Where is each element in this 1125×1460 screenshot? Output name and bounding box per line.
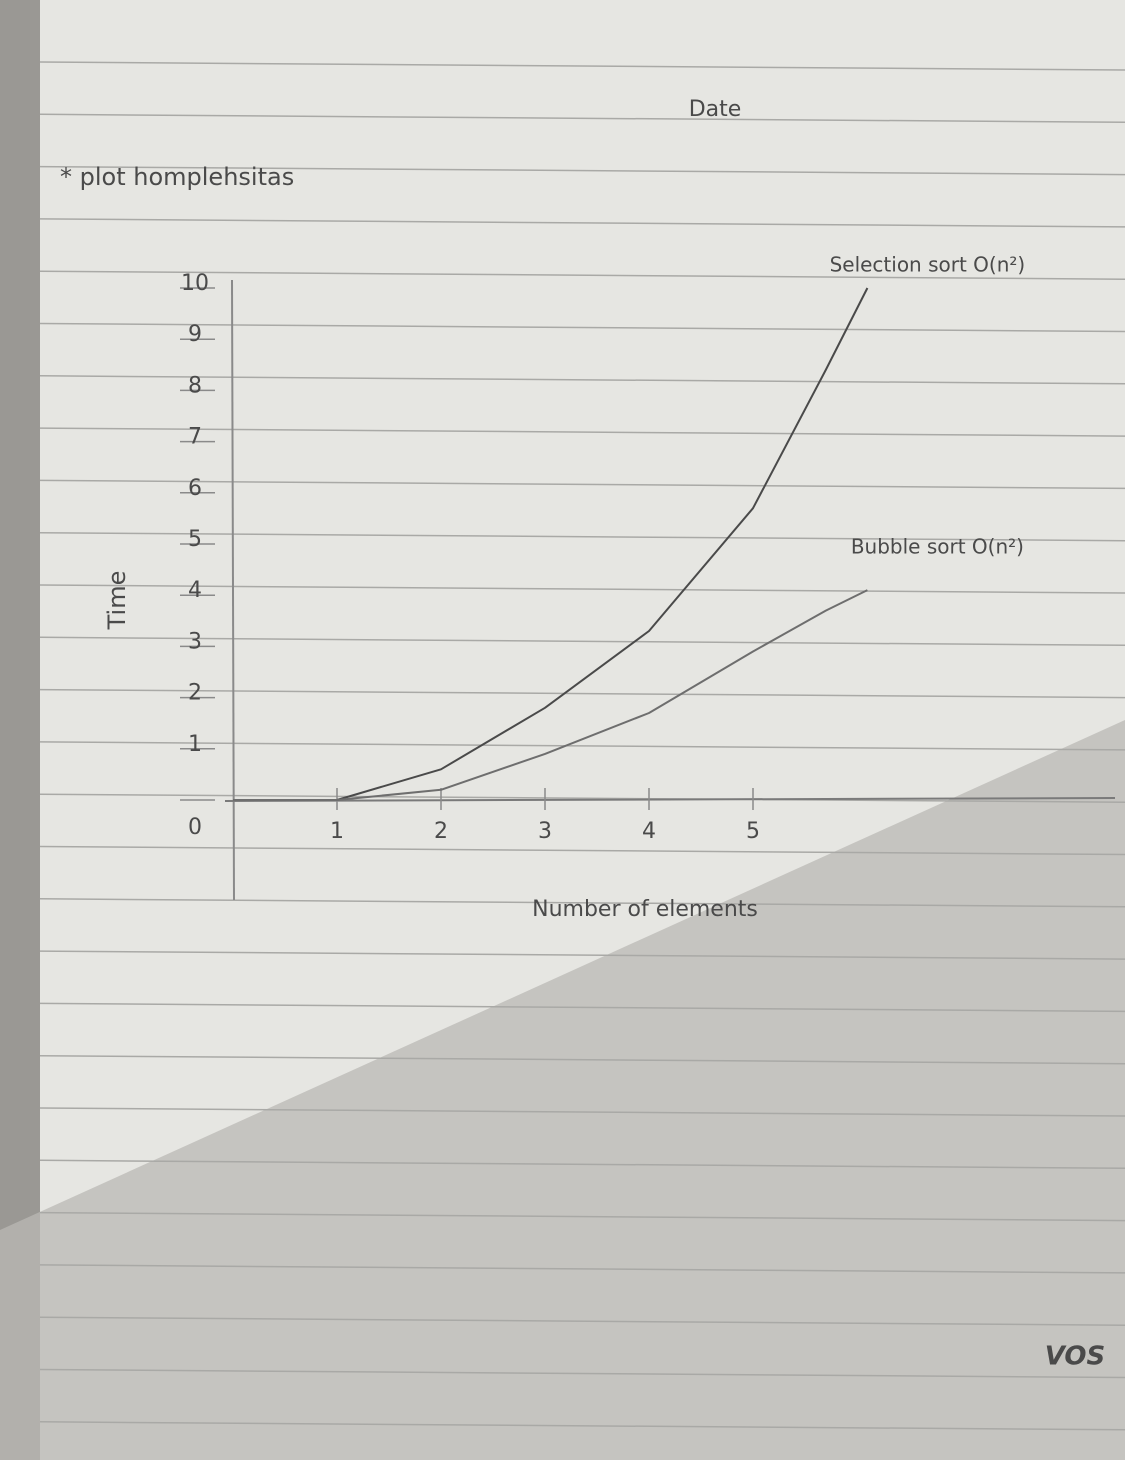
ruled-line — [39, 1211, 1125, 1222]
series-label: Selection sort O(n²) — [830, 253, 1026, 277]
series-line — [233, 589, 868, 801]
ruled-line — [39, 1264, 1125, 1274]
y-tick-label: 3 — [188, 629, 202, 654]
y-tick-label: 1 — [188, 732, 202, 757]
ruled-line — [39, 479, 1125, 490]
ruled-line — [39, 531, 1125, 542]
ruled-line — [39, 793, 1125, 803]
date-label: Date — [689, 97, 742, 122]
x-tick-label: 4 — [642, 819, 656, 844]
x-tick-label: 5 — [746, 819, 760, 844]
y-tick-label: 6 — [188, 476, 202, 501]
chart-title: * plot homplehsitas — [60, 163, 294, 191]
x-axis — [224, 797, 1116, 802]
ruled-line — [39, 218, 1125, 228]
ruled-line — [39, 1159, 1125, 1170]
x-tick-label: 3 — [538, 819, 552, 844]
y-tick-label: 2 — [188, 681, 202, 706]
y-axis — [231, 279, 235, 901]
ruled-line — [39, 1002, 1125, 1013]
ruled-line — [39, 688, 1125, 699]
y-tick-label: 0 — [188, 815, 202, 840]
ruled-line — [39, 322, 1125, 333]
ruled-line — [39, 741, 1125, 751]
ruled-line — [39, 898, 1125, 908]
ruled-line — [39, 950, 1125, 960]
ruled-line — [39, 61, 1125, 71]
ruled-lines — [39, 61, 1125, 1431]
series-label: Bubble sort O(n²) — [851, 535, 1024, 559]
ruled-line — [39, 845, 1125, 856]
ruled-line — [39, 636, 1125, 647]
x-tick-label: 1 — [330, 819, 344, 844]
ruled-line — [39, 1368, 1125, 1379]
y-tick-label: 7 — [188, 425, 202, 450]
ruled-line — [39, 1054, 1125, 1065]
y-axis-label: Time — [103, 571, 131, 631]
y-tick-label: 8 — [188, 373, 202, 398]
ruled-line — [39, 1316, 1125, 1326]
ruled-line — [39, 427, 1125, 437]
brand-label: VOS — [1045, 1342, 1106, 1372]
ruled-line — [39, 1421, 1125, 1431]
ruled-line — [39, 165, 1125, 176]
y-tick-label: 9 — [188, 322, 202, 347]
y-tick-label: 10 — [181, 271, 209, 296]
x-axis-label: Number of elements — [532, 897, 758, 922]
x-tick-label: 2 — [434, 819, 448, 844]
ruled-line — [39, 375, 1125, 385]
y-tick-label: 5 — [188, 527, 202, 552]
series-line — [233, 287, 869, 801]
ruled-line — [39, 270, 1125, 280]
ruled-line — [39, 113, 1125, 124]
ruled-line — [39, 584, 1125, 594]
ruled-line — [39, 1107, 1125, 1117]
y-tick-label: 4 — [188, 578, 202, 603]
